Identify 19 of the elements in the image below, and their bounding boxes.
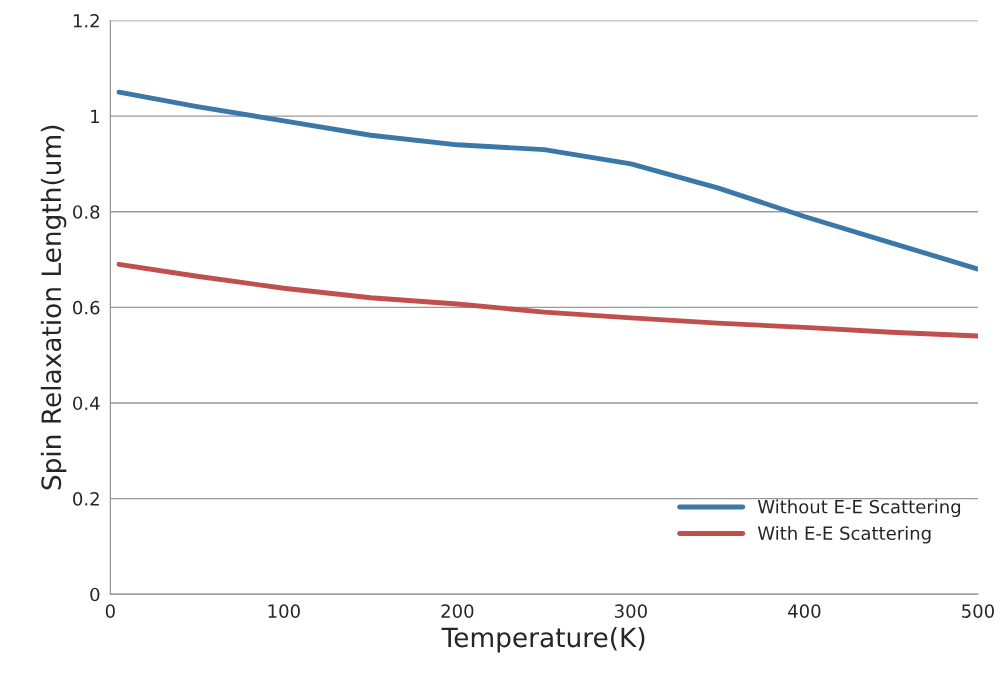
y-axis-title: Spin Relaxation Length(um)	[40, 125, 67, 490]
line-series	[116, 89, 978, 272]
y-tick-label: 1	[91, 109, 99, 123]
y-tick-label: 0.6	[73, 300, 100, 315]
y-tick-label: 0.8	[73, 205, 100, 219]
x-axis-title: Temperature(K)	[441, 626, 645, 653]
y-tick-label: 0	[90, 587, 100, 602]
x-tick-label: 0	[105, 604, 115, 618]
y-tick-label: 0.4	[73, 396, 100, 411]
x-tick-label: 100	[268, 604, 300, 618]
legend-label: Without E-E Scattering	[757, 499, 961, 518]
y-tick-label: 1.2	[73, 13, 99, 28]
line-series	[116, 261, 978, 339]
x-tick-label: 400	[788, 604, 821, 618]
legend-label: With E-E Scattering	[757, 526, 931, 544]
y-tick-label: 0.2	[73, 492, 99, 506]
x-tick-label: 300	[615, 604, 647, 618]
x-tick-label: 200	[441, 604, 474, 618]
x-tick-label: 500	[962, 604, 994, 618]
